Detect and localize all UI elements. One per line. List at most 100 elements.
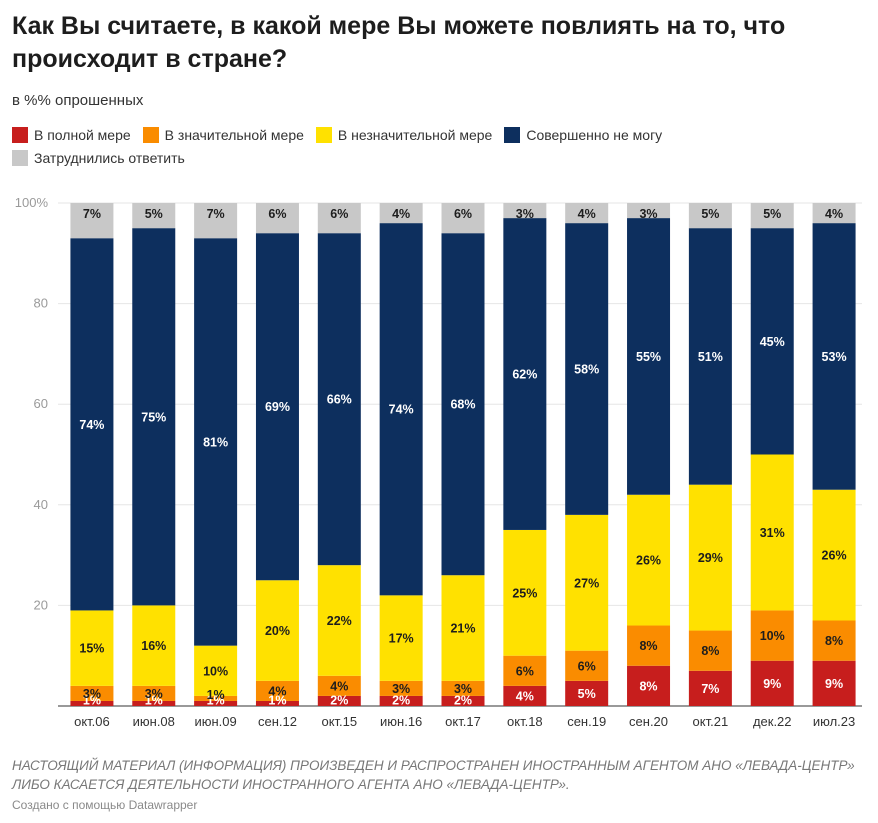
bar-value-label: 29% — [698, 551, 723, 565]
bar-segment — [503, 203, 547, 219]
bar-value-label: 1% — [268, 694, 286, 708]
bar-segment — [70, 238, 114, 611]
bar-segment — [317, 233, 361, 566]
bar-value-label: 81% — [203, 435, 228, 449]
bar-segment — [379, 595, 423, 681]
bar-segment — [194, 695, 238, 701]
bar-value-label: 62% — [512, 368, 537, 382]
bar-segment — [132, 203, 176, 229]
bar-value-label: 6% — [330, 207, 348, 221]
bar-value-label: 6% — [268, 207, 286, 221]
bar-value-label: 3% — [454, 682, 472, 696]
bar-value-label: 26% — [636, 554, 661, 568]
legend-item: В полной мере — [12, 127, 131, 143]
bar-segment — [627, 203, 671, 219]
bar-segment — [132, 228, 176, 606]
bar-value-label: 7% — [207, 207, 225, 221]
bar-segment — [194, 203, 238, 239]
bar-value-label: 4% — [825, 207, 843, 221]
legend-item: В незначительной мере — [315, 127, 493, 143]
bar-value-label: 3% — [83, 687, 101, 701]
bar-value-label: 2% — [392, 694, 410, 708]
bar-value-label: 3% — [145, 687, 163, 701]
foreign-agent-notice: НАСТОЯЩИЙ МАТЕРИАЛ (ИНФОРМАЦИЯ) ПРОИЗВЕД… — [12, 758, 855, 792]
x-tick-label: сен.19 — [567, 714, 606, 729]
datawrapper-credit: Создано с помощью Datawrapper — [12, 798, 198, 812]
bar-value-label: 74% — [79, 418, 104, 432]
bar-value-label: 74% — [389, 403, 414, 417]
bar-segment — [441, 203, 485, 234]
bar-segment — [132, 700, 176, 706]
chart-title: Как Вы считаете, в какой мере Вы можете … — [12, 12, 786, 73]
bar-value-label: 4% — [516, 689, 534, 703]
bar-value-label: 5% — [578, 687, 596, 701]
y-tick-label: 100% — [15, 195, 49, 210]
legend-swatch — [12, 127, 28, 143]
x-tick-label: окт.21 — [693, 714, 729, 729]
bar-value-label: 4% — [392, 207, 410, 221]
legend-item: Совершенно не могу — [504, 127, 662, 143]
legend-label: Совершенно не могу — [526, 127, 663, 143]
bar-segment — [441, 680, 485, 696]
bar-segment — [379, 695, 423, 706]
bar-value-label: 5% — [701, 207, 719, 221]
bar-value-label: 5% — [763, 207, 781, 221]
bar-segment — [255, 203, 299, 234]
legend-row: Затруднились ответить — [12, 147, 862, 169]
legend-swatch — [315, 127, 332, 143]
y-tick-label: 20 — [34, 597, 48, 612]
bar-value-label: 20% — [265, 624, 290, 638]
legend-swatch — [142, 127, 159, 143]
legend-label: В полной мере — [34, 127, 131, 143]
bar-segment — [70, 685, 114, 701]
y-tick-label: 40 — [34, 497, 48, 512]
bar-segment — [688, 228, 732, 485]
bar-value-label: 2% — [330, 694, 348, 708]
bar-segment — [132, 605, 176, 686]
bar-value-label: 16% — [141, 639, 166, 653]
bar-value-label: 6% — [454, 207, 472, 221]
bar-value-label: 5% — [145, 207, 163, 221]
legend-label: Затруднились ответить — [34, 150, 185, 166]
bar-segment — [503, 685, 547, 706]
bar-value-label: 17% — [389, 632, 414, 646]
bar-segment — [812, 620, 856, 661]
x-tick-label: сен.12 — [258, 714, 297, 729]
bar-segment — [750, 610, 794, 661]
bar-segment — [688, 670, 732, 706]
bar-segment — [70, 700, 114, 706]
bar-value-label: 3% — [516, 207, 534, 221]
bar-segment — [194, 238, 238, 646]
bar-value-label: 22% — [327, 614, 352, 628]
bar-segment — [627, 625, 671, 666]
bar-segment — [750, 228, 794, 455]
bar-value-label: 31% — [760, 526, 785, 540]
legend-row: В полной мере В значительной мере В незнач… — [12, 124, 862, 146]
bar-segment — [441, 575, 485, 681]
bar-value-label: 3% — [392, 682, 410, 696]
bar-value-label: 10% — [760, 629, 785, 643]
bar-segment — [132, 685, 176, 701]
legend-label: В незначительной мере — [337, 127, 493, 143]
bar-value-label: 27% — [574, 576, 599, 590]
bar-segment — [503, 655, 547, 686]
bar-value-label: 26% — [822, 549, 847, 563]
bar-segment — [565, 650, 609, 681]
bar-segment — [255, 700, 299, 706]
bar-segment — [565, 514, 609, 651]
bar-value-label: 2% — [454, 694, 472, 708]
legend-item: Затруднились ответить — [12, 150, 185, 166]
bar-value-label: 6% — [516, 664, 534, 678]
x-tick-label: дек.22 — [753, 714, 792, 729]
bar-value-label: 1% — [207, 694, 225, 708]
bar-segment — [255, 233, 299, 581]
bar-value-label: 6% — [578, 659, 596, 673]
bar-value-label: 1% — [207, 688, 225, 702]
bar-value-label: 58% — [574, 362, 599, 376]
bar-value-label: 4% — [578, 207, 596, 221]
bar-segment — [379, 223, 423, 596]
stacked-bar-chart: 20406080100%1%3%15%74%7%окт.061%3%16%75%… — [15, 195, 862, 729]
bar-value-label: 10% — [203, 664, 228, 678]
x-tick-label: июн.08 — [133, 714, 175, 729]
bar-value-label: 8% — [639, 679, 657, 693]
